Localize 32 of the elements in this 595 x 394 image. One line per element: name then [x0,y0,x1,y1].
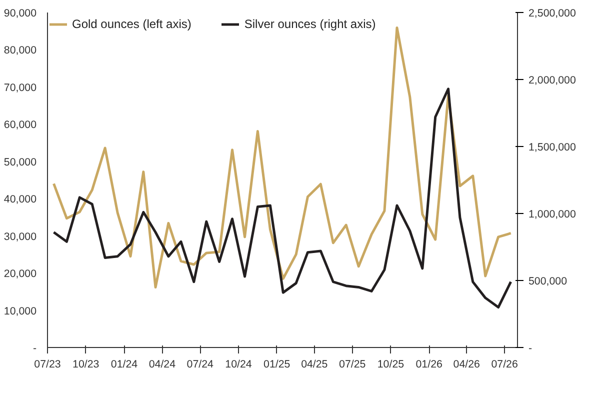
x-tick-label: 01/25 [264,358,290,370]
x-tick-label: 07/24 [186,358,214,370]
y-tick-label: 10,000 [4,305,37,318]
x-tick-label: 07/26 [491,358,518,370]
x-tick-label: 10/25 [377,358,404,370]
x-tick-label: 07/23 [34,358,61,370]
x-tick-label: 10/23 [72,358,100,370]
y2-tick-label: 1,500,000 [528,142,576,154]
x-tick-label: 04/24 [148,358,176,370]
y2-tick-label: 2,500,000 [528,8,576,20]
legend-label: Silver ounces (right axis) [244,17,376,31]
y-tick-label: 40,000 [4,194,37,206]
x-tick-label: 10/24 [225,358,252,370]
y2-tick-label: 500,000 [528,276,568,288]
x-tick-label: 04/25 [301,358,328,370]
y-tick-label: 20,000 [4,268,37,280]
y2-tick-label: 1,000,000 [528,208,576,220]
y-tick-label: 90,000 [4,8,37,20]
y-tick-label: 70,000 [4,82,37,94]
x-tick-label: 01/26 [416,358,442,370]
legend-label: Gold ounces (left axis) [72,17,192,31]
y-tick-label: 80,000 [4,44,37,57]
line-series [52,88,512,309]
x-tick-label: 04/26 [453,358,480,370]
y-tick-label: - [32,342,37,354]
x-tick-label: 01/24 [110,358,138,370]
y-tick-label: 60,000 [4,119,37,132]
y2-tick-label: - [528,342,532,354]
y-tick-label: 30,000 [4,230,37,243]
x-tick-label: 07/25 [339,358,366,370]
y-tick-label: 50,000 [4,156,37,168]
y2-tick-label: 2,000,000 [528,74,576,86]
